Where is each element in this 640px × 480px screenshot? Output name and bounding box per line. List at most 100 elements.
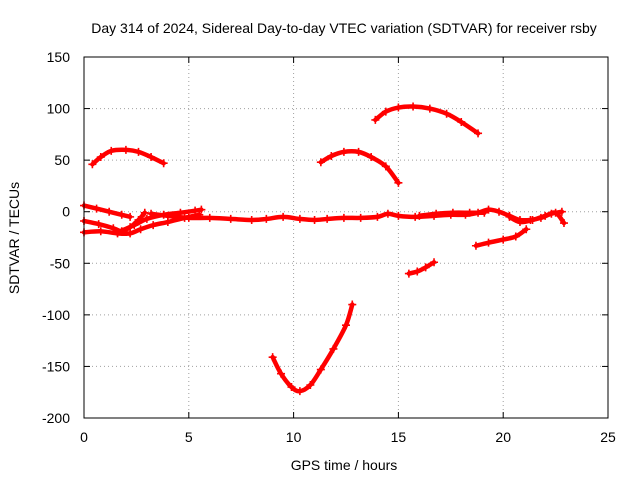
data-point — [130, 221, 139, 230]
grid-lines — [84, 57, 608, 418]
x-tick-label: 20 — [495, 429, 511, 445]
data-point — [381, 107, 390, 116]
data-point — [557, 207, 566, 216]
series-trace — [373, 104, 481, 136]
data-point — [457, 117, 466, 126]
data-point — [551, 208, 560, 217]
data-point — [92, 204, 101, 213]
y-tick-label: 150 — [47, 49, 71, 65]
data-point — [474, 129, 483, 138]
data-point — [394, 211, 403, 220]
data-point — [329, 344, 338, 353]
data-point — [339, 213, 348, 222]
data-point — [409, 102, 418, 111]
data-point — [159, 159, 168, 168]
data-point — [134, 147, 143, 156]
y-tick-label: -200 — [42, 410, 70, 426]
data-point — [484, 205, 493, 214]
data-point — [495, 207, 504, 216]
data-point — [342, 321, 350, 330]
data-point — [413, 267, 422, 276]
x-tick-label: 10 — [286, 429, 302, 445]
data-point — [88, 160, 97, 169]
data-point — [541, 211, 550, 220]
data-point — [484, 238, 493, 247]
data-point — [262, 214, 271, 223]
data-point — [247, 215, 256, 224]
data-point — [448, 208, 457, 217]
data-point — [339, 147, 348, 156]
y-tick-label: 0 — [62, 204, 70, 220]
x-tick-label: 15 — [391, 429, 407, 445]
data-point — [268, 353, 277, 362]
data-point — [117, 210, 126, 219]
series-trace — [406, 260, 437, 276]
data-point — [197, 205, 206, 214]
x-tick-label: 5 — [185, 429, 193, 445]
data-point — [327, 152, 336, 161]
y-tick-label: 100 — [47, 101, 71, 117]
y-tick-label: -150 — [42, 358, 70, 374]
data-point — [430, 258, 439, 267]
x-tick-label: 0 — [80, 429, 88, 445]
data-point — [149, 221, 158, 230]
y-axis-label: SDTVAR / TECUs — [6, 182, 22, 294]
data-point — [295, 387, 304, 396]
data-point — [107, 146, 116, 155]
data-point — [404, 269, 413, 278]
data-point — [505, 212, 514, 221]
data-point — [373, 212, 382, 221]
series-band-1 — [80, 201, 135, 221]
series-arc-6 — [471, 225, 531, 250]
data-point — [511, 232, 520, 241]
data-point — [442, 109, 451, 118]
data-point — [316, 158, 325, 167]
data-point — [421, 263, 430, 272]
data-point — [147, 153, 156, 162]
y-tick-label: -100 — [42, 307, 70, 323]
data-point — [113, 228, 122, 237]
data-point — [184, 213, 193, 222]
chart-title: Day 314 of 2024, Sidereal Day-to-day VTE… — [91, 20, 597, 36]
data-point — [515, 218, 524, 227]
series-band-7 — [505, 208, 568, 228]
plot-frame — [83, 56, 609, 419]
data-point — [367, 153, 376, 162]
data-point — [354, 147, 363, 156]
data-point — [425, 104, 434, 113]
series-band-6 — [415, 208, 489, 220]
data-point — [205, 213, 214, 222]
y-tick-label: 50 — [54, 152, 70, 168]
y-tick-label: -50 — [50, 255, 70, 271]
data-point — [279, 212, 288, 221]
series-arc-2 — [316, 147, 403, 187]
data-point — [126, 212, 135, 221]
data-point — [140, 208, 149, 217]
data-point — [191, 206, 200, 215]
data-point — [499, 235, 508, 244]
data-point — [528, 215, 537, 224]
data-point — [471, 241, 480, 250]
data-point — [147, 209, 156, 218]
data-point — [295, 214, 304, 223]
data-point — [126, 229, 135, 238]
series-arc-3 — [371, 102, 483, 138]
data-point — [415, 211, 424, 220]
series-arc-1 — [88, 145, 168, 169]
data-point — [371, 115, 380, 124]
series-trace — [270, 302, 355, 394]
data-point — [287, 383, 296, 392]
series-arc-4 — [268, 300, 357, 396]
data-point — [96, 153, 105, 162]
data-point — [316, 365, 325, 374]
series-arc-5 — [404, 258, 439, 278]
data-point — [432, 209, 441, 218]
data-point — [480, 208, 489, 217]
data-point — [559, 219, 568, 228]
data-point — [136, 225, 145, 234]
data-point — [121, 145, 130, 154]
data-layer — [80, 102, 568, 396]
data-point — [105, 207, 114, 216]
x-axis-label: GPS time / hours — [291, 457, 398, 473]
